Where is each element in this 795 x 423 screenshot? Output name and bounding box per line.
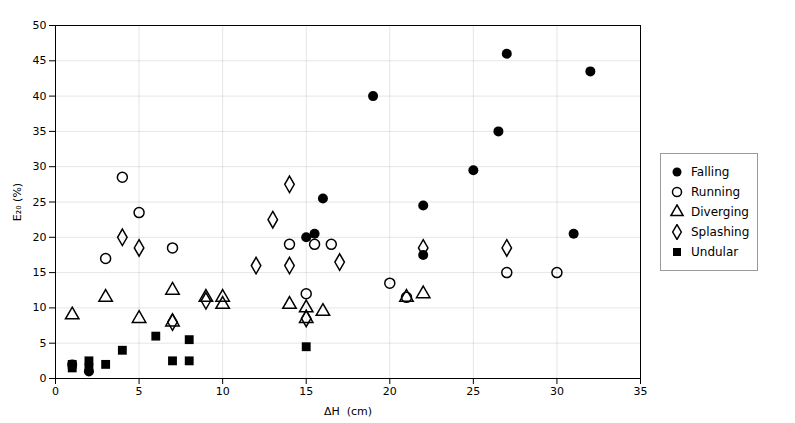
svg-text:25: 25	[33, 196, 47, 209]
svg-text:ΔH (cm): ΔH (cm)	[324, 405, 372, 418]
svg-text:20: 20	[383, 385, 397, 398]
svg-text:40: 40	[33, 90, 47, 103]
svg-text:15: 15	[33, 266, 47, 279]
html-text:Diverging: Diverging	[691, 204, 749, 219]
svg-text:30: 30	[550, 385, 564, 398]
html-text:Undular: Undular	[691, 244, 739, 259]
svg-text:0: 0	[40, 372, 47, 385]
svg-text:20: 20	[33, 231, 47, 244]
svg-text:50: 50	[33, 19, 47, 32]
html-text:Running: Running	[691, 184, 741, 199]
html-text:Falling: Falling	[691, 164, 730, 179]
svg-text:45: 45	[33, 54, 47, 67]
svg-text:10: 10	[216, 385, 230, 398]
svg-text:15: 15	[299, 385, 313, 398]
svg-text:35: 35	[33, 125, 47, 138]
svg-text:5: 5	[136, 385, 143, 398]
svg-text:0: 0	[52, 385, 59, 398]
svg-text:35: 35	[634, 385, 648, 398]
html-text:Splashing: Splashing	[691, 224, 750, 239]
svg-text:25: 25	[466, 385, 480, 398]
svg-text:10: 10	[33, 301, 47, 314]
svg-text:E₂₀ (%): E₂₀ (%)	[11, 183, 24, 221]
svg-text:30: 30	[33, 160, 47, 173]
svg-text:5: 5	[40, 337, 47, 350]
